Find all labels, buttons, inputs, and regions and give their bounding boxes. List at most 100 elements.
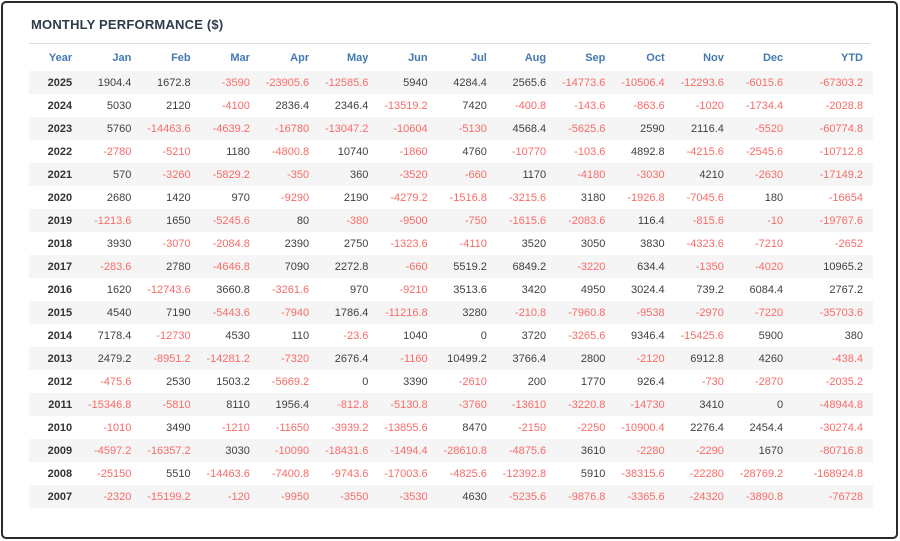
month-value-cell: -4215.6	[686, 146, 724, 158]
monthly-performance-table: Year Jan Feb Mar Apr May Jun Jul Aug Sep Oct Nov Dec…	[29, 44, 873, 508]
month-value-cell: 1420	[166, 192, 191, 204]
month-value-cell: -3590	[200, 71, 260, 94]
month-value-cell: -815.6	[674, 209, 734, 232]
month-value-cell: -400.8	[514, 100, 547, 112]
month-value-cell: -2083.6	[556, 209, 616, 232]
month-value-cell: -4323.6	[686, 238, 724, 250]
month-value-cell: 4950	[580, 284, 606, 296]
table-row-2008: 2008 -25150 5510 -14463.6 -7400.8 -9743.6 -170…	[29, 462, 873, 485]
year-cell: 2007	[29, 485, 83, 508]
month-value-cell: 7420	[462, 100, 487, 112]
month-value-cell: -14281.2	[200, 347, 260, 370]
month-value-cell: -4646.8	[200, 255, 260, 278]
month-value-cell: 3030	[200, 439, 260, 462]
ytd-value-cell: -168924.8	[813, 468, 863, 480]
month-value-cell: -16357.2	[141, 439, 201, 462]
month-value-cell: -750	[437, 209, 497, 232]
month-value-cell: 5760	[82, 117, 142, 140]
year-cell: 2020	[47, 192, 73, 204]
ytd-value-cell: -67303.2	[793, 71, 873, 94]
month-value-cell: 10499.2	[437, 347, 497, 370]
month-value-cell: 739.2	[696, 284, 724, 296]
month-value-cell: -4825.6	[449, 468, 487, 480]
month-value-cell: 3420	[521, 284, 547, 296]
month-value-cell: -7045.6	[686, 192, 724, 204]
month-value-cell: 3930	[106, 238, 132, 250]
month-value-cell: 3490	[166, 422, 191, 434]
month-value-cell: 4284.4	[437, 71, 497, 94]
month-value-cell: -1020	[695, 100, 724, 112]
month-value-cell: -8951.2	[141, 347, 201, 370]
month-value-cell: 6849.2	[496, 255, 557, 278]
month-value-cell: 1770	[580, 376, 606, 388]
table-row-2022: 2022 -2780 -5210 1180 -4800.8 10740 -1860 4760 -…	[29, 140, 873, 163]
month-value-cell: -3220	[556, 255, 616, 278]
year-cell: 2014	[47, 330, 73, 342]
month-value-cell: 2454.4	[749, 422, 784, 434]
month-value-cell: -103.6	[574, 146, 606, 158]
year-cell: 2011	[29, 393, 83, 416]
month-value-cell: 3280	[437, 301, 497, 324]
month-value-cell: -12585.6	[319, 71, 379, 94]
month-value-cell: 5519.2	[437, 255, 497, 278]
month-value-cell: 970	[231, 192, 250, 204]
month-value-cell: -23905.6	[259, 71, 320, 94]
month-value-cell: -475.6	[100, 376, 132, 388]
month-value-cell: 2479.2	[82, 347, 142, 370]
month-value-cell: 200	[527, 376, 547, 388]
year-cell: 2021	[29, 163, 83, 186]
month-value-cell: 3513.6	[453, 284, 487, 296]
widget-titlebar: MONTHLY PERFORMANCE ($)	[29, 3, 870, 44]
month-value-cell: -13519.2	[384, 100, 428, 112]
month-value-cell: -5829.2	[200, 163, 260, 186]
month-value-cell: -14730	[615, 393, 675, 416]
month-value-cell: -9950	[259, 485, 320, 508]
month-value-cell: -283.6	[82, 255, 142, 278]
month-value-cell: -3550	[319, 485, 379, 508]
month-value-cell: 2346.4	[334, 100, 369, 112]
month-value-cell: 5940	[378, 71, 438, 94]
month-value-cell: 2800	[556, 347, 616, 370]
column-header-may: May	[346, 52, 369, 64]
month-value-cell: -3890.8	[733, 485, 794, 508]
month-value-cell: -3939.2	[331, 422, 369, 434]
month-value-cell: -6015.6	[733, 71, 794, 94]
month-value-cell: -3520	[378, 163, 438, 186]
table-row-2012: 2012 -475.6 2530 1503.2 -5669.2 0 3390 -2610 200…	[29, 370, 873, 393]
column-header-ytd: YTD	[841, 52, 863, 64]
month-value-cell: 116.4	[615, 209, 675, 232]
ytd-value-cell: -438.4	[793, 347, 873, 370]
month-value-cell: -5245.6	[200, 209, 260, 232]
month-value-cell: -12293.6	[674, 71, 734, 94]
month-value-cell: -5235.6	[496, 485, 557, 508]
column-header-aug: Aug	[524, 52, 547, 64]
month-value-cell: -1213.6	[82, 209, 142, 232]
month-value-cell: 2565.6	[496, 71, 557, 94]
year-cell: 2019	[29, 209, 83, 232]
month-value-cell: -7400.8	[271, 468, 310, 480]
month-value-cell: -22280	[689, 468, 724, 480]
month-value-cell: 1904.4	[82, 71, 142, 94]
ytd-value-cell: -17149.2	[793, 163, 873, 186]
year-cell: 2018	[47, 238, 73, 250]
month-value-cell: -10506.4	[615, 71, 675, 94]
month-value-cell: 2676.4	[319, 347, 379, 370]
month-value-cell: 926.4	[637, 376, 665, 388]
month-value-cell: -1160	[378, 347, 438, 370]
month-value-cell: -2250	[577, 422, 606, 434]
month-value-cell: -10604	[378, 117, 438, 140]
table-row-2023: 2023 5760 -14463.6 -4639.2 -16780 -13047.2 -10…	[29, 117, 873, 140]
month-value-cell: 1956.4	[259, 393, 320, 416]
month-value-cell: 110	[291, 330, 310, 342]
ytd-value-cell: -48944.8	[793, 393, 873, 416]
month-value-cell: -660	[437, 163, 497, 186]
column-header-jan: Jan	[112, 52, 132, 64]
month-value-cell: -5130.8	[378, 393, 438, 416]
month-value-cell: -3265.6	[568, 330, 606, 342]
month-value-cell: -4279.2	[390, 192, 428, 204]
month-value-cell: 1672.8	[141, 71, 201, 94]
month-value-cell: -38315.6	[621, 468, 665, 480]
month-value-cell: -5520	[733, 117, 794, 140]
table-row-2020: 2020 2680 1420 970 -9290 2190 -4279.2 -1516.8 -3…	[29, 186, 873, 209]
month-value-cell: -7320	[259, 347, 320, 370]
